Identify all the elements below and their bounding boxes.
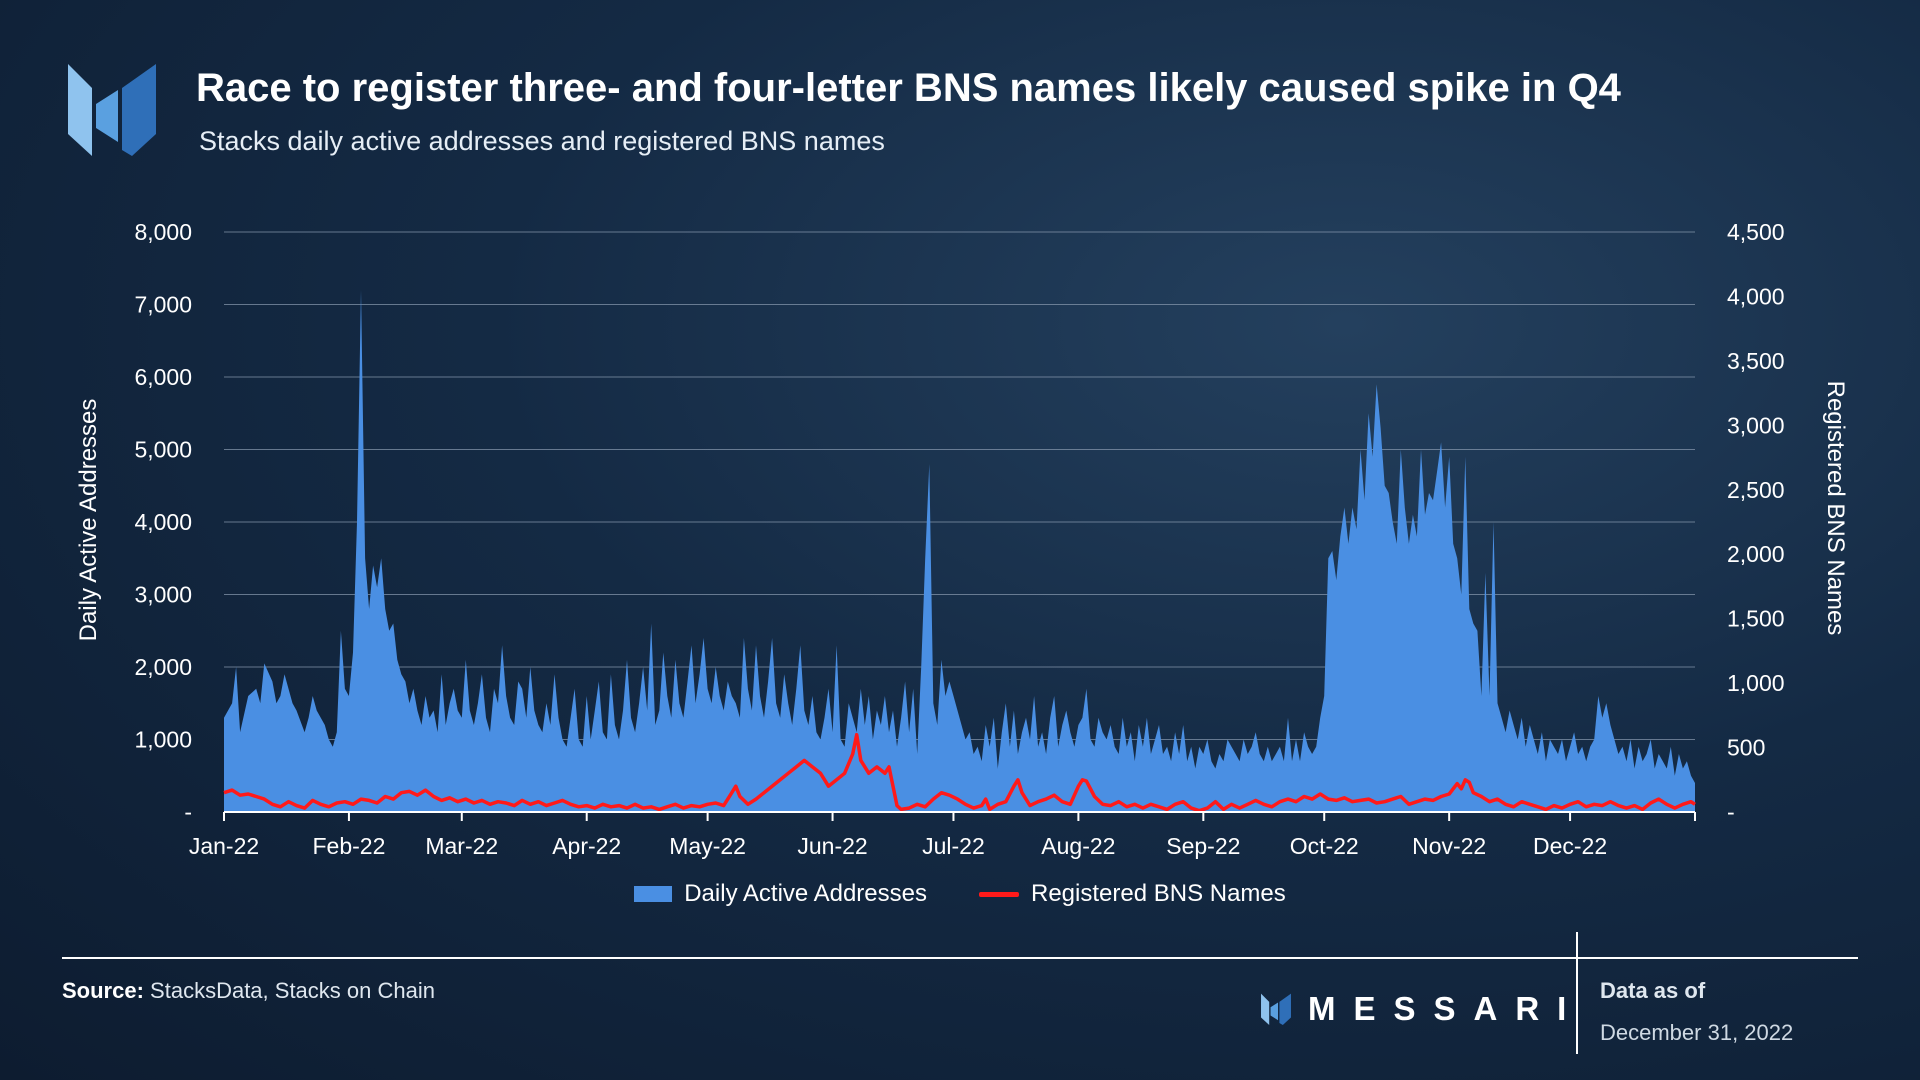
legend-item-bns: Registered BNS Names xyxy=(979,880,1286,908)
y-right-tick-label: 3,000 xyxy=(1727,412,1785,438)
source-label: Source: xyxy=(62,978,144,1003)
y-right-tick-label: 2,000 xyxy=(1727,541,1785,567)
x-tick-label: Jul-22 xyxy=(922,833,985,859)
x-tick-label: May-22 xyxy=(669,833,746,859)
axes xyxy=(223,811,1696,821)
x-tick-label: Feb-22 xyxy=(312,833,385,859)
x-tick-label: Jun-22 xyxy=(797,833,867,859)
y-axis-left-label: Daily Active Addresses xyxy=(75,399,102,642)
bns-line-layer xyxy=(223,732,1696,813)
y-right-tick-label: 1,000 xyxy=(1727,670,1785,696)
daa-area-layer xyxy=(224,290,1695,812)
data-as-of-label: Data as of xyxy=(1600,978,1706,1003)
x-tick-label: Dec-22 xyxy=(1533,833,1607,859)
tick-labels: - 1,000 2,000 3,000 4,000 5,000 6,000 7,000 8,00… xyxy=(134,219,1784,859)
legend-label-bns: Registered BNS Names xyxy=(1031,880,1286,907)
x-tick-label: Jan-22 xyxy=(189,833,259,859)
footer-divider xyxy=(62,957,1858,959)
x-tick-label: Mar-22 xyxy=(425,833,498,859)
legend-item-daa: Daily Active Addresses xyxy=(634,880,927,908)
y-left-tick-label: 5,000 xyxy=(134,437,192,463)
legend-swatch-line xyxy=(979,891,1019,897)
source-text: StacksData, Stacks on Chain xyxy=(150,978,435,1003)
data-as-of-date: December 31, 2022 xyxy=(1600,1020,1794,1045)
x-tick-label: Aug-22 xyxy=(1041,833,1115,859)
source-note: Source: StacksData, Stacks on Chain xyxy=(62,978,435,1004)
legend-label-daa: Daily Active Addresses xyxy=(684,880,927,907)
x-tick-label: Apr-22 xyxy=(552,833,621,859)
y-right-tick-label: 4,500 xyxy=(1727,219,1785,245)
y-right-tick-label: 1,500 xyxy=(1727,606,1785,632)
chart-subtitle: Stacks daily active addresses and regist… xyxy=(199,126,885,156)
messari-brand: MESSARI xyxy=(1258,990,1584,1028)
x-tick-label: Oct-22 xyxy=(1290,833,1359,859)
y-right-tick-label: 3,500 xyxy=(1727,348,1785,374)
y-left-tick-label: - xyxy=(184,799,192,825)
y-left-tick-label: 8,000 xyxy=(134,219,192,245)
series-daily-active-addresses xyxy=(224,290,1695,812)
series-registered-bns-names xyxy=(223,732,1696,813)
y-left-tick-label: 4,000 xyxy=(134,509,192,535)
y-left-tick-label: 3,000 xyxy=(134,582,192,608)
x-tick-label: Sep-22 xyxy=(1166,833,1240,859)
chart-title: Race to register three- and four-letter … xyxy=(196,66,1621,110)
brand-wordmark: MESSARI xyxy=(1308,990,1585,1027)
messari-logo-icon xyxy=(68,64,156,156)
y-axis-right-label: Registered BNS Names xyxy=(1822,381,1849,636)
messari-small-logo-icon xyxy=(1261,993,1291,1025)
y-left-tick-label: 1,000 xyxy=(134,727,192,753)
y-left-tick-label: 7,000 xyxy=(134,292,192,318)
y-right-tick-label: 4,000 xyxy=(1727,283,1785,309)
y-right-tick-label: - xyxy=(1727,799,1735,825)
footer-vertical-divider xyxy=(1576,932,1578,1054)
y-right-tick-label: 2,500 xyxy=(1727,477,1785,503)
y-left-tick-label: 6,000 xyxy=(134,364,192,390)
chart-legend: Daily Active Addresses Registered BNS Na… xyxy=(0,880,1920,908)
x-tick-label: Nov-22 xyxy=(1412,833,1486,859)
y-right-tick-label: 500 xyxy=(1727,735,1765,761)
y-left-tick-label: 2,000 xyxy=(134,654,192,680)
legend-swatch-area xyxy=(634,886,673,902)
